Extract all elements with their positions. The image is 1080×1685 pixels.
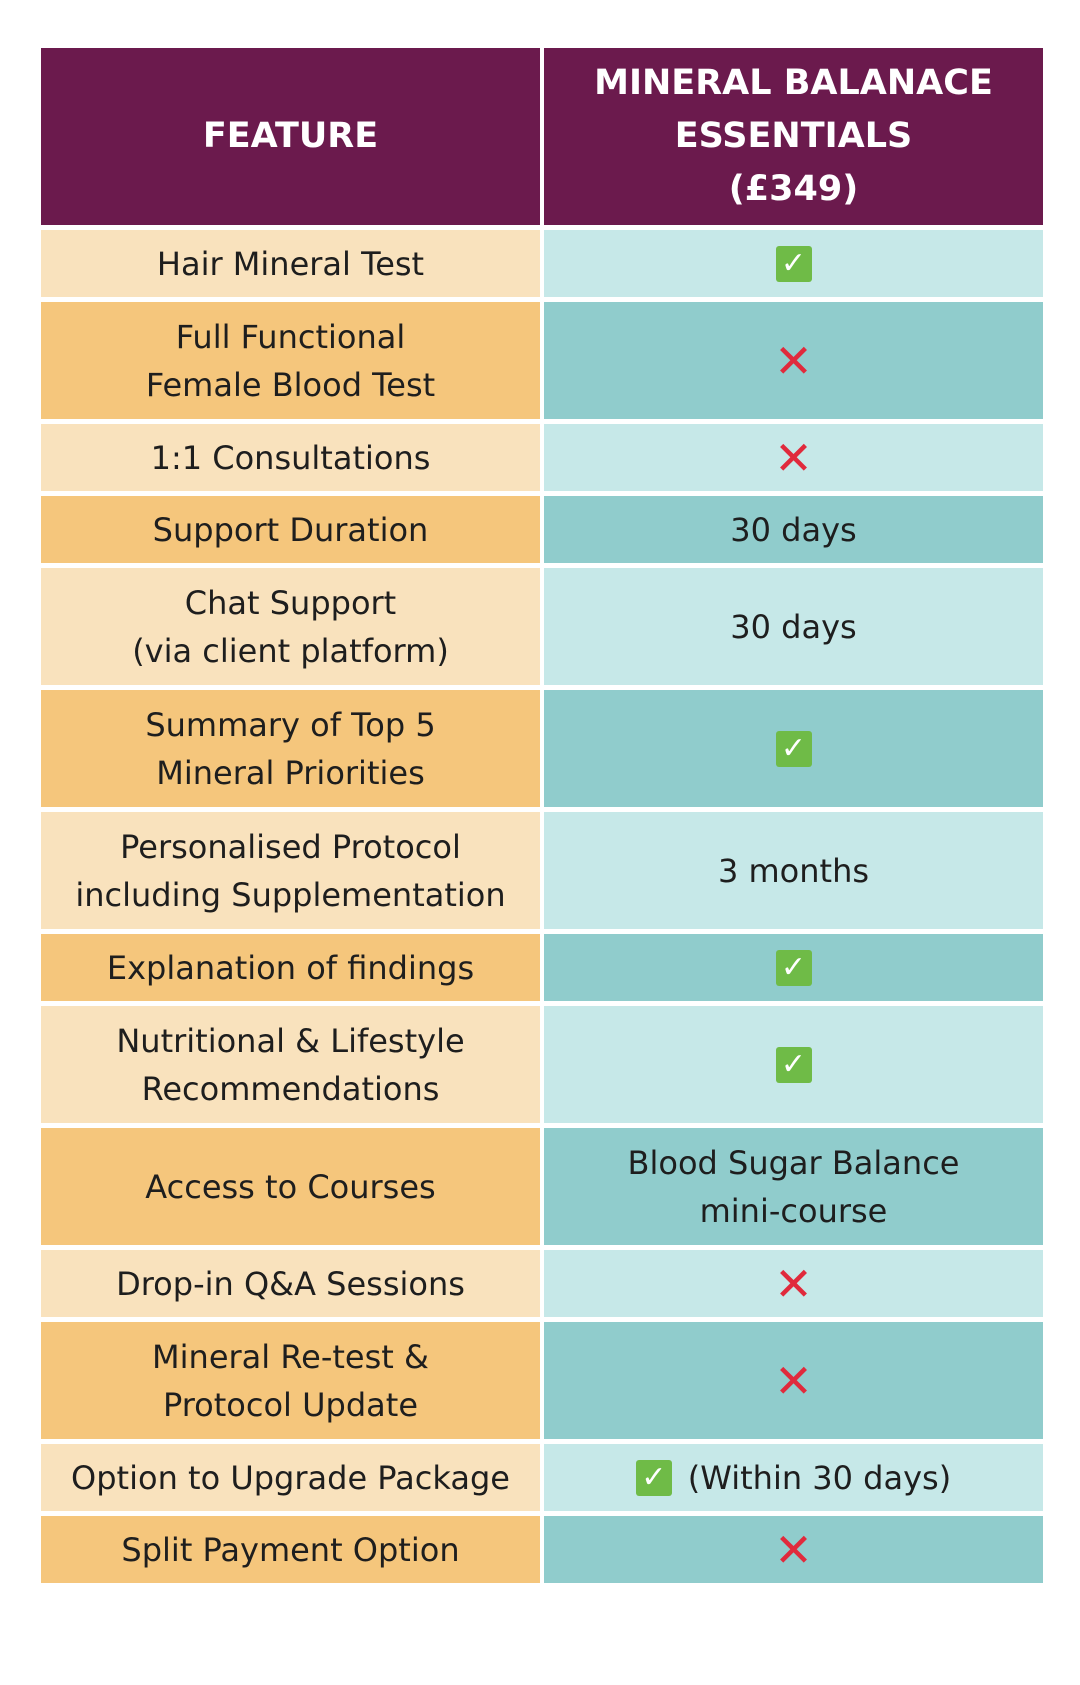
- check-icon: ✓: [775, 245, 812, 282]
- feature-cell: Nutritional & Lifestyle Recommendations: [41, 1006, 540, 1123]
- value-cell: ✓: [544, 1006, 1043, 1123]
- value-cell: ✕: [544, 1322, 1043, 1439]
- package-column-header: MINERAL BALANACE ESSENTIALS (£349): [544, 48, 1043, 225]
- cross-icon: ✕: [774, 1522, 813, 1577]
- value-cell: ✓: [544, 230, 1043, 297]
- feature-cell: Full Functional Female Blood Test: [41, 302, 540, 419]
- table-row: Mineral Re-test & Protocol Update ✕: [41, 1322, 1043, 1439]
- table-row: Explanation of findings ✓: [41, 934, 1043, 1001]
- value-cell: 3 months: [544, 812, 1043, 929]
- value-cell: ✕: [544, 424, 1043, 491]
- table-row: Split Payment Option ✕: [41, 1516, 1043, 1583]
- table-row: Hair Mineral Test ✓: [41, 230, 1043, 297]
- feature-cell: Chat Support (via client platform): [41, 568, 540, 685]
- table-row: Support Duration 30 days: [41, 496, 1043, 563]
- feature-cell: Hair Mineral Test: [41, 230, 540, 297]
- table-row: Full Functional Female Blood Test ✕: [41, 302, 1043, 419]
- feature-column-header: FEATURE: [41, 48, 540, 225]
- check-icon: ✓: [775, 730, 812, 767]
- value-cell: ✕: [544, 1516, 1043, 1583]
- value-text: (Within 30 days): [687, 1458, 952, 1497]
- value-cell: ✕: [544, 1250, 1043, 1317]
- value-cell: ✓ (Within 30 days): [544, 1444, 1043, 1511]
- table-row: Summary of Top 5 Mineral Priorities ✓: [41, 690, 1043, 807]
- feature-cell: Explanation of findings: [41, 934, 540, 1001]
- feature-cell: Split Payment Option: [41, 1516, 540, 1583]
- table-body: Hair Mineral Test ✓ Full Functional Female…: [41, 230, 1043, 1583]
- value-cell: 30 days: [544, 496, 1043, 563]
- cross-icon: ✕: [774, 1256, 813, 1311]
- feature-cell: Drop-in Q&A Sessions: [41, 1250, 540, 1317]
- value-cell: ✓: [544, 690, 1043, 807]
- table-row: Option to Upgrade Package ✓ (Within 30 day…: [41, 1444, 1043, 1511]
- value-cell: ✕: [544, 302, 1043, 419]
- feature-cell: 1:1 Consultations: [41, 424, 540, 491]
- feature-cell: Mineral Re-test & Protocol Update: [41, 1322, 540, 1439]
- check-icon: ✓: [775, 1046, 812, 1083]
- table-row: 1:1 Consultations ✕: [41, 424, 1043, 491]
- cross-icon: ✕: [774, 333, 813, 388]
- check-icon: ✓: [775, 949, 812, 986]
- table-header: FEATURE MINERAL BALANACE ESSENTIALS (£34…: [41, 48, 1043, 225]
- value-cell: ✓: [544, 934, 1043, 1001]
- feature-cell: Support Duration: [41, 496, 540, 563]
- feature-cell: Option to Upgrade Package: [41, 1444, 540, 1511]
- table-row: Chat Support (via client platform) 30 day…: [41, 568, 1043, 685]
- feature-cell: Access to Courses: [41, 1128, 540, 1245]
- table-row: Drop-in Q&A Sessions ✕: [41, 1250, 1043, 1317]
- value-cell: 30 days: [544, 568, 1043, 685]
- check-icon: ✓: [635, 1459, 672, 1496]
- feature-cell: Summary of Top 5 Mineral Priorities: [41, 690, 540, 807]
- table-row: Access to Courses Blood Sugar Balance min…: [41, 1128, 1043, 1245]
- table-row: Personalised Protocol including Suppleme…: [41, 812, 1043, 929]
- cross-icon: ✕: [774, 430, 813, 485]
- cross-icon: ✕: [774, 1353, 813, 1408]
- check-with-text: ✓ (Within 30 days): [635, 1454, 952, 1502]
- value-cell: Blood Sugar Balance mini-course: [544, 1128, 1043, 1245]
- table-row: Nutritional & Lifestyle Recommendations ✓: [41, 1006, 1043, 1123]
- comparison-table: FEATURE MINERAL BALANACE ESSENTIALS (£34…: [41, 48, 1043, 1588]
- feature-cell: Personalised Protocol including Suppleme…: [41, 812, 540, 929]
